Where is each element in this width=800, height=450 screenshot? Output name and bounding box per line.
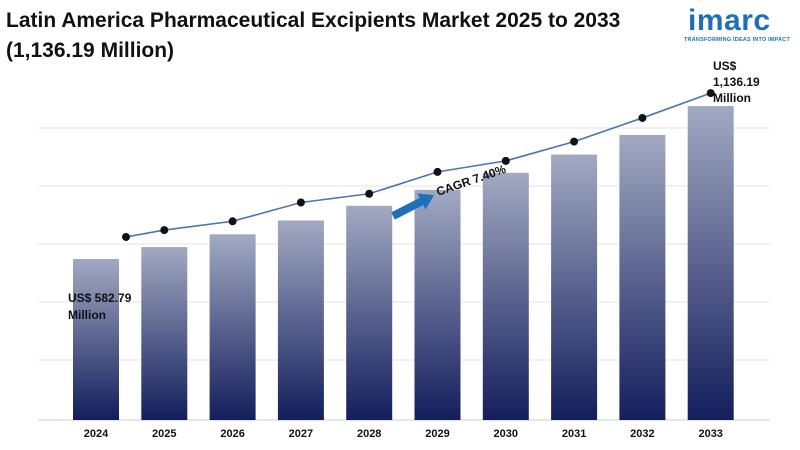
bar-2030 xyxy=(482,172,529,420)
x-tick-label-2029: 2029 xyxy=(425,428,449,440)
end-value-label: 1,136.19 xyxy=(713,75,760,89)
trend-point-2028 xyxy=(365,189,374,198)
bar-2027 xyxy=(277,220,324,420)
x-tick-label-2032: 2032 xyxy=(630,428,654,440)
trend-point-2031 xyxy=(570,137,579,146)
bar-2033 xyxy=(687,106,734,420)
bar-2026 xyxy=(209,234,256,420)
x-tick-label-2026: 2026 xyxy=(220,428,244,440)
x-tick-label-2025: 2025 xyxy=(152,428,176,440)
trend-point-2030 xyxy=(501,156,510,165)
x-tick-label-2027: 2027 xyxy=(289,428,313,440)
end-value-prefix: US$ xyxy=(713,59,737,73)
trend-point-2032 xyxy=(638,113,647,122)
start-value-unit: Million xyxy=(68,308,106,322)
cagr-arrow-icon xyxy=(391,193,434,220)
bar-2024 xyxy=(73,258,119,420)
bar-2031 xyxy=(551,154,598,420)
trend-point-2024 xyxy=(122,232,130,241)
bar-2025 xyxy=(141,247,188,420)
trend-point-2027 xyxy=(296,198,305,207)
title-line-2: (1,136.19 Million) xyxy=(6,39,175,62)
start-value-label: US$ 582.79 xyxy=(68,291,132,305)
x-tick-label-2033: 2033 xyxy=(698,428,722,440)
bar-2029 xyxy=(414,189,461,420)
bar-2028 xyxy=(346,205,393,420)
trend-line xyxy=(125,92,711,238)
chart-title: Latin America Pharmaceutical Excipients … xyxy=(6,6,646,66)
trend-point-2029 xyxy=(433,167,442,176)
x-tick-label-2028: 2028 xyxy=(357,428,381,440)
x-tick-label-2030: 2030 xyxy=(494,428,518,440)
x-tick-label-2024: 2024 xyxy=(84,428,109,440)
imarc-logo: imarc TRANSFORMING IDEAS INTO IMPACT xyxy=(684,4,794,48)
logo-wordmark: imarc xyxy=(688,4,771,37)
end-value-unit: Million xyxy=(713,91,751,105)
title-line-1: Latin America Pharmaceutical Excipients … xyxy=(6,9,621,32)
trend-point-2033 xyxy=(706,89,715,98)
bar-2032 xyxy=(619,134,666,420)
bars xyxy=(73,106,734,420)
x-tick-label-2031: 2031 xyxy=(562,428,586,440)
logo-tagline: TRANSFORMING IDEAS INTO IMPACT xyxy=(684,37,791,43)
trend-point-2026 xyxy=(228,217,237,226)
trend-line-group xyxy=(122,89,715,241)
trend-point-2025 xyxy=(160,226,169,235)
